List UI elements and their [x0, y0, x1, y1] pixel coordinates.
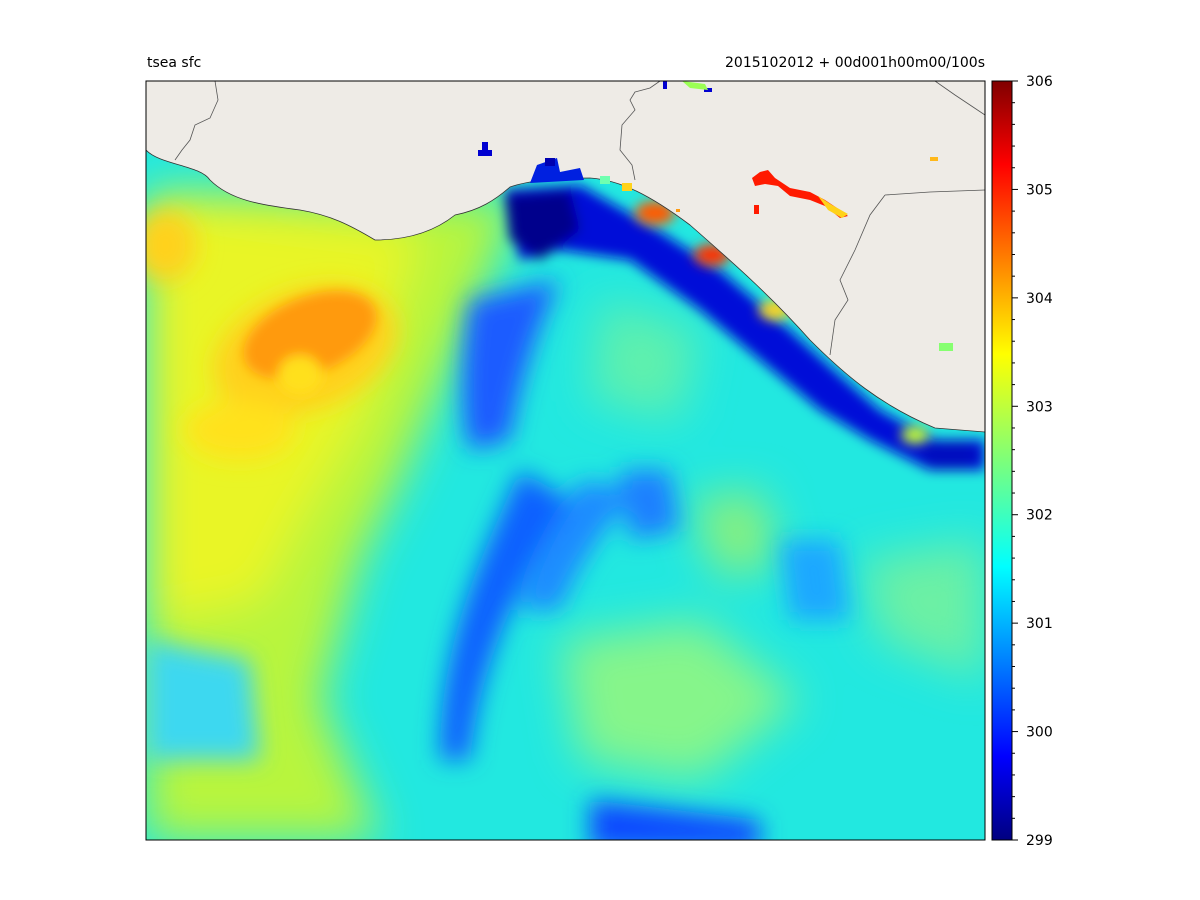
colorbar: 306 305 304 303 302 301 300 299 [991, 74, 1053, 849]
colorbar-tick-label: 306 [1026, 74, 1053, 90]
country-borders [174, 81, 985, 356]
colorbar-ticks [1012, 80, 1018, 841]
colorbar-tick-label: 302 [1026, 508, 1053, 524]
plot-frame [145, 80, 986, 841]
sst-field [146, 81, 985, 840]
colorbar-tick-label: 305 [1026, 182, 1053, 198]
colorbar-labels: 306 305 304 303 302 301 300 299 [1026, 74, 1053, 849]
colorbar-tick-label: 303 [1026, 399, 1053, 415]
field-title: tsea sfc [147, 55, 202, 71]
colorbar-tick-label: 299 [1026, 833, 1053, 849]
inland-water [478, 81, 953, 351]
land-mass [146, 81, 985, 433]
valid-time-label: 2015102012 + 00d001h00m00/100s [725, 55, 985, 71]
colorbar-tick-label: 300 [1026, 725, 1053, 741]
colorbar-gradient [991, 80, 1013, 841]
colorbar-tick-label: 301 [1026, 616, 1053, 632]
colorbar-tick-label: 304 [1026, 291, 1053, 307]
